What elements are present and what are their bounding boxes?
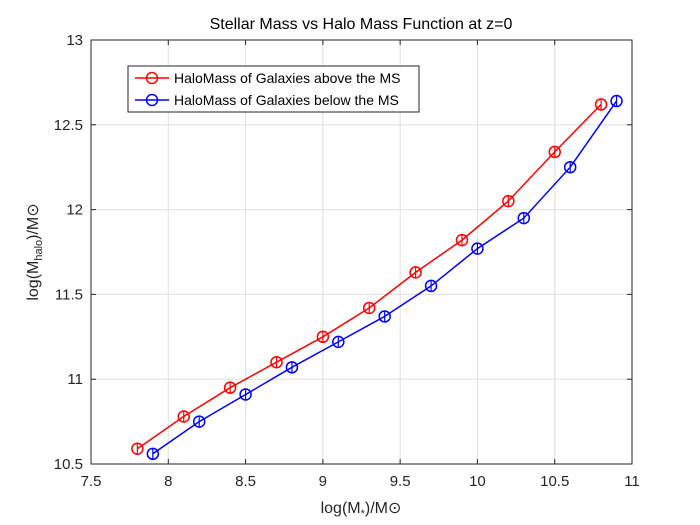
y-tick-label: 12.5 [54,117,83,134]
x-tick-label: 9 [319,473,327,490]
x-tick-label: 10.5 [540,473,569,490]
x-tick-label: 10 [469,473,486,490]
legend-marker-below-ms [145,93,159,107]
x-tick-label: 11 [624,473,640,490]
legend-box [127,65,420,113]
x-axis-label: log(M*)/M⊙ [321,500,402,520]
y-axis-label-subscript: halo [33,240,45,261]
grid [91,40,632,464]
y-tick-label: 11.5 [55,286,83,303]
ticks: 7.5 8 8.5 9 9.5 10 10.5 11 10.5 11 11.5 12 12.5 13 [54,32,640,490]
y-axis-label-main: log(M [25,261,42,301]
y-tick-label: 13 [66,32,83,49]
x-axis-label-rest: )/M⊙ [365,500,402,517]
y-axis-label-rest: )/M⊙ [25,203,42,240]
legend-label-above-ms: HaloMass of Galaxies above the MS [174,70,400,86]
x-axis-label-main: log(M [321,500,361,517]
legend: HaloMass of Galaxies above the MS HaloMa… [127,65,420,113]
x-tick-label: 8.5 [235,473,256,490]
x-axis-label-subscript: * [361,508,366,520]
series-layer [131,94,623,461]
x-tick-label: 7.5 [81,473,102,490]
x-tick-label: 9.5 [390,473,411,490]
y-axis-label: log(Mhalo)/M⊙ [25,203,45,300]
x-tick-label: 8 [164,473,172,490]
legend-label-below-ms: HaloMass of Galaxies below the MS [174,92,399,108]
legend-marker-above-ms [145,71,159,85]
y-tick-label: 11 [67,371,83,388]
y-tick-label: 10.5 [54,456,83,473]
chart-title: Stellar Mass vs Halo Mass Function at z=… [210,16,513,33]
axes-box [90,39,633,465]
y-tick-label: 12 [66,202,83,219]
